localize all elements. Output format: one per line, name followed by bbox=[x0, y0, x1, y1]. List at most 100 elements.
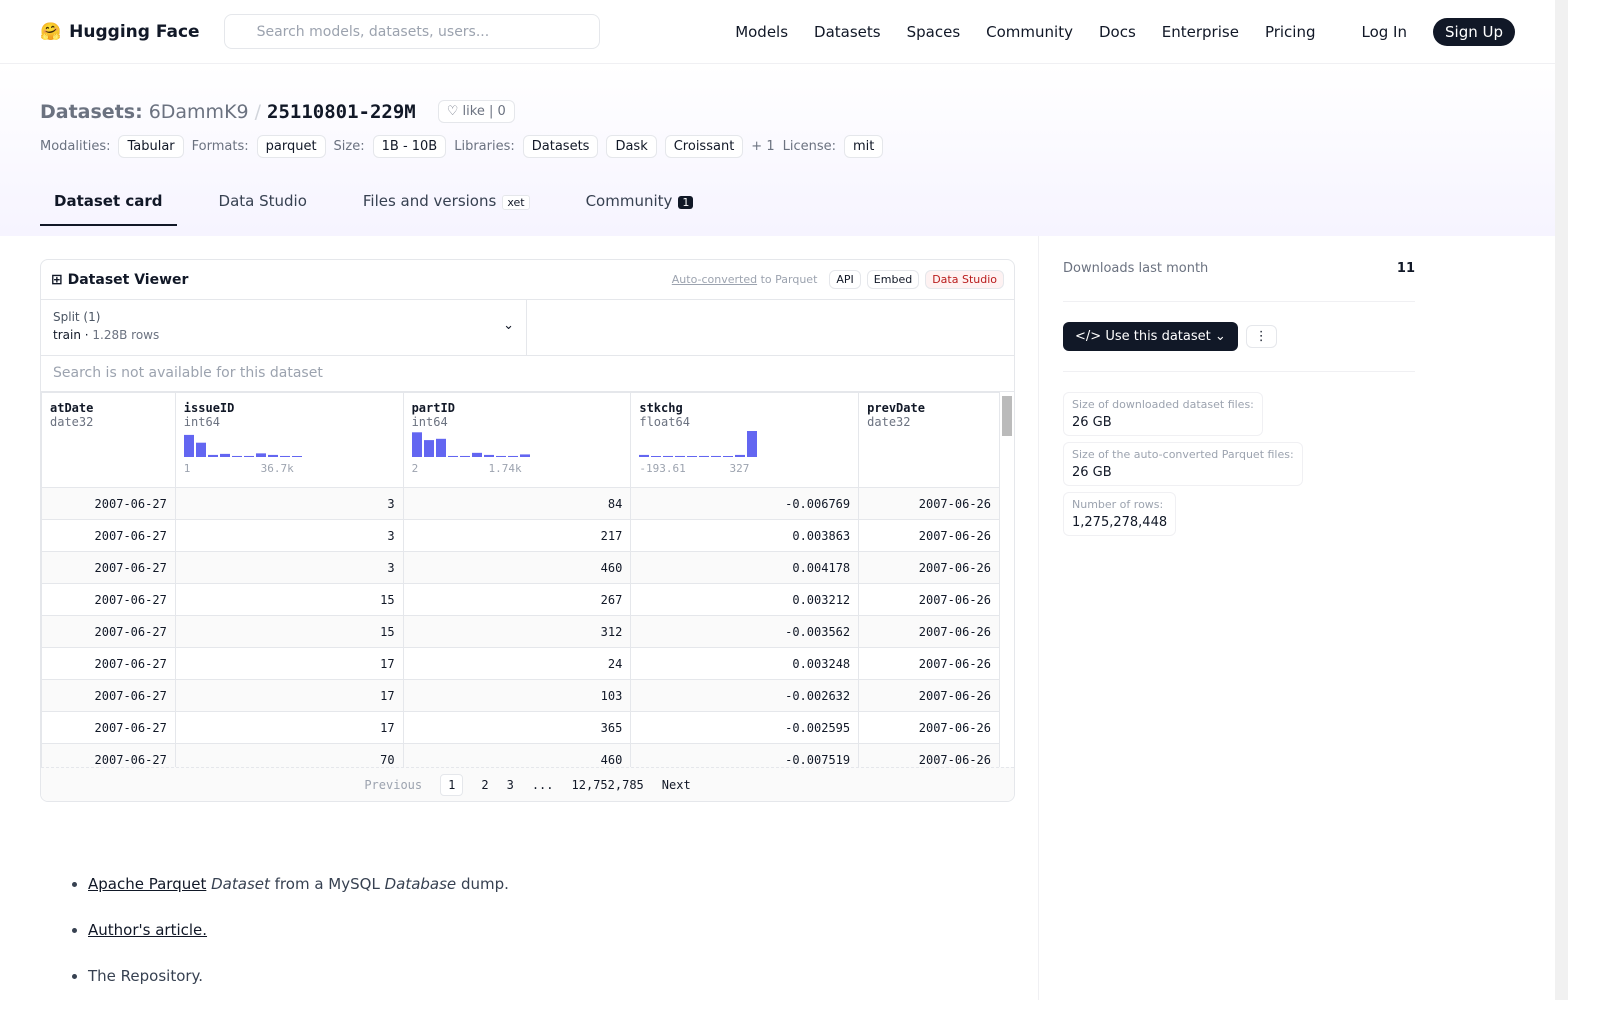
tag[interactable]: Datasets bbox=[522, 135, 599, 158]
histogram-bar[interactable] bbox=[219, 453, 230, 457]
tag[interactable]: Croissant bbox=[664, 135, 744, 158]
tag-more[interactable]: + 1 bbox=[751, 139, 775, 154]
histogram-bar[interactable] bbox=[267, 454, 278, 457]
histogram-bar[interactable] bbox=[423, 440, 434, 457]
sizes: Size of downloaded dataset files: 26 GB Si… bbox=[1063, 392, 1403, 542]
kind[interactable]: Datasets: bbox=[40, 100, 143, 123]
split-row: Split (1) train · 1.28B rows ⌄ bbox=[41, 300, 1014, 356]
owner[interactable]: 6DammK9 bbox=[148, 100, 249, 123]
page-number[interactable]: 1 bbox=[440, 773, 464, 796]
histogram-bar[interactable] bbox=[699, 455, 710, 457]
scrollbar[interactable] bbox=[1555, 0, 1568, 1000]
histogram-bar[interactable] bbox=[495, 455, 506, 457]
histogram-bar[interactable] bbox=[435, 438, 446, 457]
more-button[interactable]: ⋮ bbox=[1245, 325, 1277, 348]
cell: 17 bbox=[174, 679, 404, 712]
downloads-label: Downloads last month bbox=[1063, 261, 1209, 276]
histogram-bar[interactable] bbox=[243, 455, 254, 457]
tab[interactable]: Community 1 bbox=[572, 182, 708, 226]
page-previous[interactable]: Previous bbox=[364, 777, 423, 792]
histogram-bar[interactable] bbox=[723, 456, 734, 457]
histogram-bar[interactable] bbox=[411, 432, 422, 457]
histogram-bar[interactable] bbox=[471, 452, 482, 457]
histogram-bar[interactable] bbox=[639, 454, 650, 457]
brand[interactable]: 🤗 Hugging Face bbox=[40, 22, 200, 42]
histogram-bar[interactable] bbox=[255, 453, 266, 457]
column-header[interactable]: stkchg float64 -193.61 327 bbox=[630, 392, 860, 488]
tag[interactable]: Dask bbox=[606, 135, 657, 158]
cell: 2007-06-26 bbox=[858, 487, 1000, 520]
nav-login[interactable]: Log In bbox=[1361, 22, 1408, 41]
cell: -0.002595 bbox=[630, 711, 860, 744]
search-input[interactable]: Search models, datasets, users... bbox=[223, 14, 600, 49]
nav-link[interactable]: Community bbox=[986, 22, 1073, 41]
tab[interactable]: Data Studio bbox=[205, 182, 321, 226]
histogram-bar[interactable] bbox=[231, 455, 242, 457]
tab-badge: xet bbox=[502, 195, 530, 210]
histogram-bar[interactable] bbox=[459, 455, 470, 457]
split-select[interactable]: Split (1) train · 1.28B rows ⌄ bbox=[41, 300, 527, 355]
histogram-bar[interactable] bbox=[195, 442, 206, 457]
histogram-bar[interactable] bbox=[279, 455, 290, 457]
cell: 0.003248 bbox=[630, 647, 860, 680]
brand-name: Hugging Face bbox=[69, 21, 200, 42]
like-button[interactable]: ♡ like | 0 bbox=[437, 100, 515, 123]
nav-link[interactable]: Pricing bbox=[1264, 22, 1316, 41]
page-number[interactable]: ... bbox=[531, 777, 554, 792]
split-rows: 1.28B rows bbox=[92, 328, 160, 342]
page-number[interactable]: 12,752,785 bbox=[571, 777, 644, 792]
page-number[interactable]: 2 bbox=[481, 777, 489, 792]
scroll-thumb[interactable] bbox=[1002, 396, 1012, 436]
range-label: 1.74k bbox=[488, 462, 522, 475]
histogram-bar[interactable] bbox=[735, 454, 746, 457]
card-link[interactable]: Author's article. bbox=[88, 921, 208, 939]
histogram-bar[interactable] bbox=[675, 455, 686, 457]
use-button[interactable]: </> Use this dataset ⌄ bbox=[1063, 322, 1238, 351]
page-number[interactable]: 3 bbox=[506, 777, 514, 792]
histogram-bar[interactable] bbox=[687, 456, 698, 457]
column-header[interactable]: issueID int64 1 36.7k bbox=[174, 392, 404, 488]
tab[interactable]: Files and versions xet bbox=[349, 182, 544, 226]
size-label: Size of downloaded dataset files: bbox=[1072, 398, 1254, 411]
tag[interactable]: parquet bbox=[256, 135, 326, 158]
column-name: prevDate bbox=[867, 401, 925, 415]
histogram-range: 1 36.7k bbox=[184, 462, 294, 475]
card-link[interactable]: Apache Parquet bbox=[88, 875, 207, 893]
histogram-bar[interactable] bbox=[651, 456, 662, 457]
histogram-bar[interactable] bbox=[711, 455, 722, 457]
histogram-bar[interactable] bbox=[207, 454, 218, 457]
column-header[interactable]: atDate date32 bbox=[41, 392, 176, 488]
tag[interactable]: mit bbox=[843, 135, 884, 158]
column-header[interactable]: prevDate date32 bbox=[858, 392, 1000, 488]
histogram-bar[interactable] bbox=[519, 454, 530, 457]
viewer-button[interactable]: Embed bbox=[866, 270, 920, 289]
nav-link[interactable]: Spaces bbox=[906, 22, 961, 41]
nav-link[interactable]: Datasets bbox=[814, 22, 881, 41]
column-header[interactable]: partID int64 2 1.74k bbox=[402, 392, 632, 488]
histogram-bar[interactable] bbox=[447, 455, 458, 457]
viewer-button[interactable]: Data Studio bbox=[925, 270, 1004, 289]
histogram-bar[interactable] bbox=[183, 434, 194, 457]
nav-signup[interactable]: Sign Up bbox=[1433, 17, 1515, 46]
tab-badge: 1 bbox=[678, 196, 694, 209]
cell: 312 bbox=[402, 615, 632, 648]
histogram-bar[interactable] bbox=[663, 455, 674, 457]
histogram-bar[interactable] bbox=[507, 455, 518, 457]
auto-link[interactable]: Auto-converted bbox=[671, 273, 758, 286]
tag[interactable]: Tabular bbox=[118, 135, 184, 158]
card-text2: dump. bbox=[460, 875, 509, 893]
tag[interactable]: 1B - 10B bbox=[372, 135, 447, 158]
histogram-bar[interactable] bbox=[747, 431, 758, 457]
histogram-bar[interactable] bbox=[291, 456, 302, 457]
tab[interactable]: Dataset card bbox=[40, 182, 177, 226]
cell: 2007-06-27 bbox=[41, 487, 176, 520]
viewer-button[interactable]: API bbox=[829, 270, 861, 289]
histogram-bar[interactable] bbox=[483, 454, 494, 457]
page-next[interactable]: Next bbox=[661, 777, 691, 792]
repo-name[interactable]: 25110801-229M bbox=[267, 100, 416, 123]
nav-link[interactable]: Enterprise bbox=[1161, 22, 1239, 41]
tag-group-label: Libraries: bbox=[454, 139, 515, 154]
nav-link[interactable]: Models bbox=[735, 22, 789, 41]
nav-link[interactable]: Docs bbox=[1098, 22, 1136, 41]
table-wrap: atDate date32 issueID int64 1 36.7k partID int6… bbox=[41, 392, 1014, 767]
